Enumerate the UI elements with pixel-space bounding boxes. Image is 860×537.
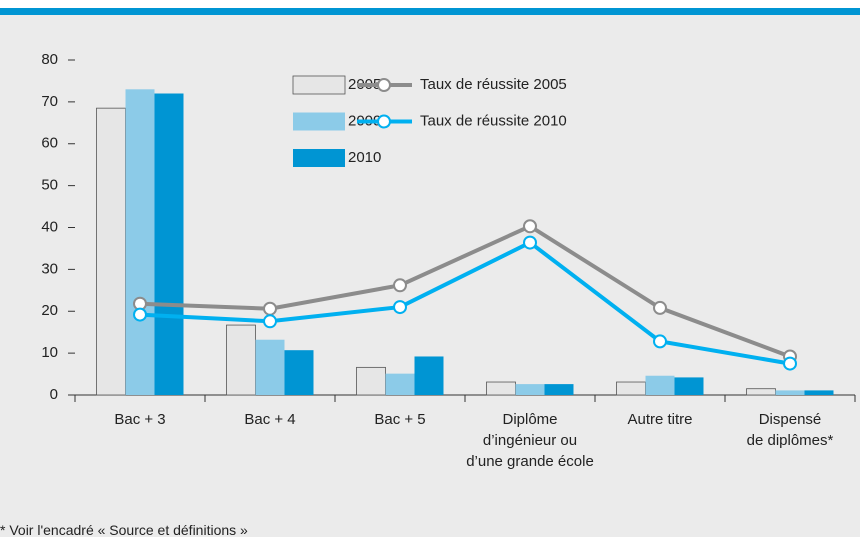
x-tick-label: Dispensé de diplômes* — [746, 411, 834, 449]
legend-label: Taux de réussite 2005 — [420, 76, 567, 93]
bar — [775, 390, 805, 395]
line-marker — [133, 307, 147, 322]
legend-label: Taux de réussite 2010 — [420, 112, 567, 129]
x-tick-label: Autre titre — [627, 411, 693, 428]
line-marker — [393, 278, 407, 293]
line-marker — [653, 300, 667, 315]
y-tick-label: 30 — [41, 260, 58, 277]
bar — [515, 384, 545, 395]
bar — [486, 381, 516, 396]
bar — [125, 89, 155, 395]
bar — [226, 324, 256, 396]
legend-marker — [377, 114, 391, 129]
y-tick-label: 40 — [41, 218, 58, 235]
legend-swatch — [293, 149, 345, 167]
line-marker — [653, 334, 667, 349]
bar — [746, 388, 776, 396]
legend-marker — [377, 78, 391, 92]
legend-label: 2010 — [348, 149, 381, 166]
y-tick-label: 50 — [41, 177, 58, 194]
y-tick-label: 80 — [41, 51, 58, 68]
bar — [645, 375, 675, 395]
bar — [356, 366, 386, 396]
y-tick-label: 60 — [41, 135, 58, 152]
bar — [414, 356, 444, 395]
line-marker — [523, 235, 537, 250]
bar — [154, 93, 184, 395]
x-tick-label: Bac + 4 — [244, 411, 296, 428]
x-tick-label: Bac + 3 — [114, 411, 166, 428]
bar — [96, 107, 126, 396]
bar — [544, 384, 574, 395]
top-band — [0, 8, 860, 15]
bar — [255, 339, 285, 395]
line-marker — [393, 300, 407, 315]
y-tick-label: 70 — [41, 93, 58, 110]
line-marker — [523, 219, 537, 234]
y-tick-label: 10 — [41, 344, 58, 361]
line-marker — [263, 314, 277, 329]
bar — [385, 373, 415, 395]
top-strip — [0, 0, 860, 8]
bar — [284, 350, 314, 395]
bar — [804, 390, 834, 395]
legend-swatch — [293, 112, 345, 131]
x-tick-label: Diplôme d’ingénieur ou d’une grande écol… — [466, 411, 594, 470]
x-tick-label: Bac + 5 — [374, 411, 426, 428]
footnote: * Voir l'encadré « Source et définitions… — [0, 522, 248, 537]
y-tick-label: 20 — [41, 302, 58, 319]
bar — [674, 377, 704, 395]
legend-swatch — [292, 75, 346, 95]
line — [139, 240, 791, 366]
bar — [616, 381, 646, 396]
line-marker — [263, 301, 277, 316]
line — [139, 223, 791, 359]
y-tick-label: 0 — [50, 386, 58, 403]
line-marker — [783, 356, 797, 371]
